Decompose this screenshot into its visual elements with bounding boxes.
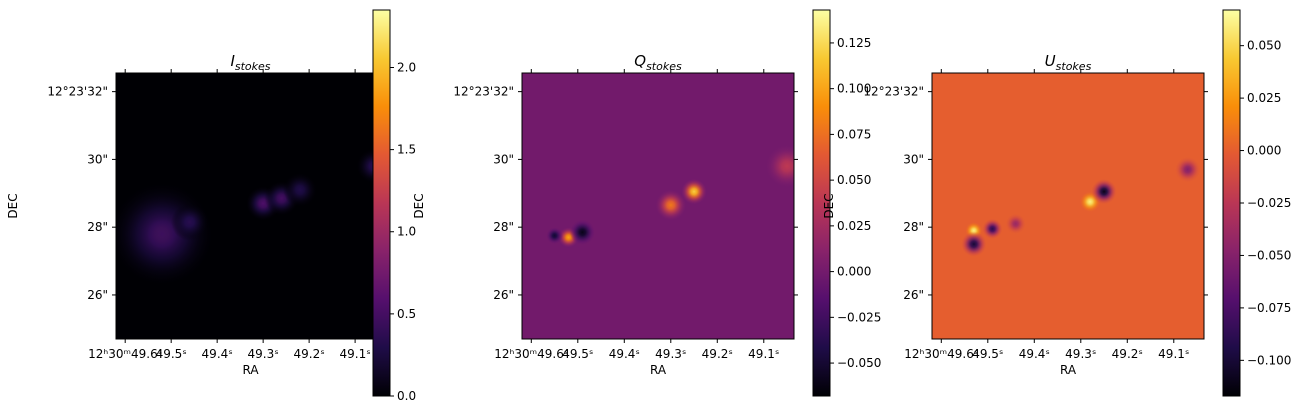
- x-tick-label: 49.1ˢ: [340, 347, 371, 361]
- colorbar-tick-label: −0.050: [837, 356, 881, 370]
- y-axis-label: DEC: [822, 193, 836, 218]
- colorbar-tick-label: 1.0: [397, 225, 416, 239]
- y-tick-label: 26": [903, 288, 924, 302]
- y-tick-label: 30": [493, 152, 514, 166]
- source-blob: [1175, 156, 1201, 183]
- x-tick-label: 49.2ˢ: [1112, 347, 1143, 361]
- x-tick-label: 49.3ˢ: [248, 347, 279, 361]
- x-tick-label: 12ʰ30ᵐ49.6ˢ: [904, 347, 978, 361]
- colorbar-gradient: [372, 9, 391, 397]
- y-tick-label: 28": [493, 220, 514, 234]
- colorbar-tick-label: −0.050: [1247, 248, 1291, 262]
- y-tick-label: 26": [493, 288, 514, 302]
- source-blob: [1091, 178, 1117, 205]
- colorbar-tick-label: −0.075: [1247, 301, 1291, 315]
- colorbar: 0.0 0.5 1.0 1.5 2.0: [372, 9, 416, 403]
- colorbar-tick-label: 0.025: [1247, 91, 1281, 105]
- panel-title: Istokes: [230, 52, 270, 73]
- x-tick-label: 49.4ˢ: [609, 347, 640, 361]
- source-blob: [961, 231, 987, 257]
- colorbar: −0.100 −0.075 −0.050 −0.025 0.000 0.025 0.050: [1222, 9, 1291, 397]
- axes-frame: [931, 72, 1205, 340]
- source-blob: [569, 219, 596, 245]
- colorbar-tick-label: 0.5: [397, 307, 416, 321]
- source-blob: [681, 178, 707, 205]
- colorbar-gradient: [1222, 9, 1241, 397]
- colorbar-tick-label: 0.100: [837, 82, 871, 96]
- colorbar-tick-label: 0.075: [837, 127, 871, 141]
- colorbar: −0.050 −0.025 0.000 0.025 0.050 0.075 0.100 0.1…: [812, 9, 881, 397]
- source-blob: [282, 172, 317, 207]
- colorbar-tick-label: −0.100: [1247, 353, 1291, 367]
- colorbar-tick-label: 1.5: [397, 143, 416, 157]
- y-tick-label: 30": [903, 152, 924, 166]
- colorbar-tick-label: −0.025: [1247, 196, 1291, 210]
- panel-title: Qstokes: [634, 52, 682, 73]
- x-tick-label: 49.2ˢ: [702, 347, 733, 361]
- colorbar-tick-label: 0.025: [837, 219, 871, 233]
- y-tick-label: 28": [903, 220, 924, 234]
- colorbar-tick-label: 0.125: [837, 36, 871, 50]
- colorbar-tick-label: 0.0: [397, 389, 416, 403]
- x-tick-label: 49.3ˢ: [1065, 347, 1096, 361]
- y-tick-label: 26": [87, 288, 108, 302]
- colorbar-tick-label: 2.0: [397, 60, 416, 74]
- y-tick-label: 12°23'32": [453, 85, 514, 99]
- image-sources: [546, 145, 794, 248]
- x-tick-label: 49.1ˢ: [748, 347, 779, 361]
- y-tick-label: 12°23'32": [47, 85, 108, 99]
- colorbar-tick-label: −0.025: [837, 310, 881, 324]
- panel-title: Ustokes: [1045, 52, 1092, 73]
- x-tick-label: 49.5ˢ: [562, 347, 593, 361]
- x-tick-label: 49.4ˢ: [1019, 347, 1050, 361]
- x-tick-label: 49.2ˢ: [294, 347, 325, 361]
- source-blob: [982, 218, 1003, 240]
- x-tick-label: 49.3ˢ: [655, 347, 686, 361]
- x-axis-label: RA: [1060, 363, 1077, 377]
- image-sources: [961, 156, 1201, 257]
- x-tick-label: 49.4ˢ: [202, 347, 233, 361]
- colorbar-tick-label: 0.050: [1247, 39, 1281, 53]
- source-blob: [655, 189, 687, 221]
- source-blob: [1005, 213, 1026, 234]
- y-tick-label: 30": [87, 152, 108, 166]
- axes-frame: [521, 72, 795, 340]
- x-tick-label: 49.5ˢ: [972, 347, 1003, 361]
- colorbar-tick-label: 0.000: [1247, 144, 1281, 158]
- x-axis-label: RA: [650, 363, 667, 377]
- x-tick-label: 12ʰ30ᵐ49.6ˢ: [88, 347, 162, 361]
- colorbar-tick-label: 0.050: [837, 173, 871, 187]
- x-tick-label: 49.1ˢ: [1158, 347, 1189, 361]
- source-blob: [546, 227, 564, 245]
- y-tick-label: 12°23'32": [863, 85, 924, 99]
- source-blob: [765, 145, 794, 188]
- source-blob: [170, 203, 209, 241]
- x-tick-label: 49.5ˢ: [156, 347, 187, 361]
- x-tick-label: 12ʰ30ᵐ49.6ˢ: [494, 347, 568, 361]
- colorbar-gradient: [812, 9, 831, 397]
- y-tick-label: 28": [87, 220, 108, 234]
- image-background: [932, 73, 1204, 339]
- y-axis-label: DEC: [412, 193, 426, 218]
- y-axis-label: DEC: [6, 193, 20, 218]
- x-axis-label: RA: [242, 363, 259, 377]
- colorbar-tick-label: 0.000: [837, 265, 871, 279]
